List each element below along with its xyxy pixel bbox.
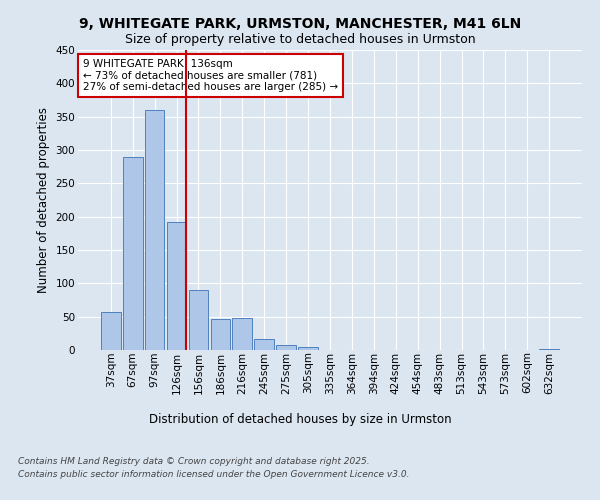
Bar <box>123 156 143 350</box>
Bar <box>145 110 164 350</box>
Bar <box>167 222 187 350</box>
Bar <box>188 290 208 350</box>
Text: 9 WHITEGATE PARK: 136sqm
← 73% of detached houses are smaller (781)
27% of semi-: 9 WHITEGATE PARK: 136sqm ← 73% of detach… <box>83 59 338 92</box>
Bar <box>539 348 559 350</box>
Text: 9, WHITEGATE PARK, URMSTON, MANCHESTER, M41 6LN: 9, WHITEGATE PARK, URMSTON, MANCHESTER, … <box>79 18 521 32</box>
Text: Size of property relative to detached houses in Urmston: Size of property relative to detached ho… <box>125 32 475 46</box>
Text: Distribution of detached houses by size in Urmston: Distribution of detached houses by size … <box>149 412 451 426</box>
Bar <box>101 312 121 350</box>
Bar <box>232 318 252 350</box>
Bar <box>211 318 230 350</box>
Text: Contains HM Land Registry data © Crown copyright and database right 2025.
Contai: Contains HM Land Registry data © Crown c… <box>18 458 409 479</box>
Bar <box>254 338 274 350</box>
Bar <box>298 346 318 350</box>
Bar <box>276 344 296 350</box>
Y-axis label: Number of detached properties: Number of detached properties <box>37 107 50 293</box>
